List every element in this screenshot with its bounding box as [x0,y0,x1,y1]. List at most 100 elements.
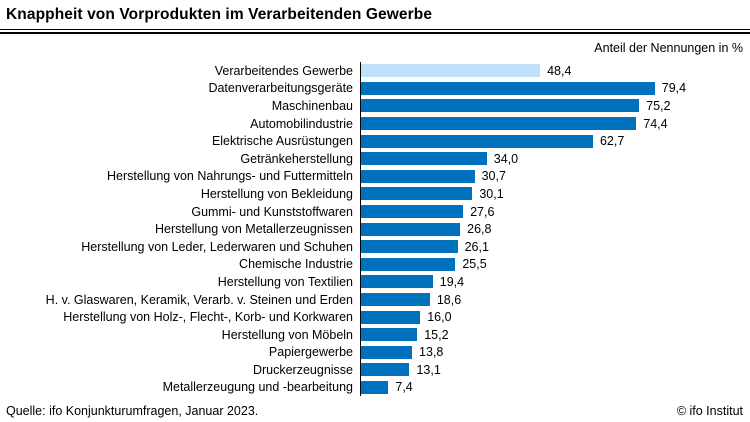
category-label: Herstellung von Nahrungs- und Futtermitt… [107,169,353,184]
value-label: 27,6 [470,204,495,219]
category-label: Automobilindustrie [250,116,353,131]
bar [361,240,458,254]
value-label: 62,7 [599,134,625,149]
bar-row: Herstellung von Holz-, Flecht-, Korb- un… [0,308,750,326]
value-label: 75,2 [646,98,671,113]
value-label: 79,4 [661,81,687,96]
bar-cell: 75,2 [360,97,750,115]
bar-cell: 74,4 [360,114,750,133]
value-label: 30,7 [481,169,506,184]
bar-row: H. v. Glaswaren, Keramik, Verarb. v. Ste… [0,290,750,309]
category-label: Maschinenbau [271,98,353,113]
bar-cell: 13,1 [360,361,750,379]
category-label: Chemische Industrie [239,257,353,272]
category-label: Druckerzeugnisse [252,362,353,377]
bar-cell: 34,0 [360,149,750,168]
category-label: Verarbeitendes Gewerbe [214,63,353,78]
bar-row: Metallerzeugung und -bearbeitung 7,4 [0,378,750,397]
category-label: Herstellung von Textilien [217,274,353,289]
bar-row: Gummi- und Kunststoffwaren 27,6 [0,202,750,221]
category-label: H. v. Glaswaren, Keramik, Verarb. v. Ste… [45,292,353,307]
title-rule [0,29,750,34]
bar-cell: 30,7 [360,167,750,186]
bar-cell: 30,1 [360,185,750,203]
bar-chart: Verarbeitendes Gewerbe 48,4 Datenverarbe… [0,62,750,397]
bar [361,187,473,201]
copyright-note: © ifo Institut [676,404,743,418]
bar-row: Herstellung von Möbeln 15,2 [0,325,750,344]
bar-row: Druckerzeugnisse 13,1 [0,361,750,379]
bar [361,328,418,342]
category-label: Herstellung von Metallerzeugnissen [154,222,353,237]
axis-unit-note: Anteil der Nennungen in % [594,41,743,55]
bar-row: Herstellung von Bekleidung 30,1 [0,185,750,203]
bar [361,345,413,359]
bar [361,99,640,113]
value-label: 7,4 [395,380,413,395]
value-label: 19,4 [439,274,465,289]
value-label: 48,4 [547,63,572,78]
bar-row: Herstellung von Nahrungs- und Futtermitt… [0,167,750,186]
chart-title: Knappheit von Vorprodukten im Verarbeite… [6,6,433,23]
bar-cell: 25,5 [360,255,750,274]
bar-row: Automobilindustrie 74,4 [0,114,750,133]
bar-cell: 18,6 [360,290,750,309]
chart-footer: Quelle: ifo Konjunkturumfragen, Januar 2… [0,404,750,418]
category-label: Metallerzeugung und -bearbeitung [162,380,353,395]
bar [361,380,389,394]
category-label: Gummi- und Kunststoffwaren [191,204,353,219]
bar [361,117,637,131]
bar [361,310,421,324]
bar [361,81,655,95]
value-label: 13,1 [416,362,441,377]
bar-cell: 26,8 [360,220,750,238]
value-label: 26,1 [464,239,489,254]
bar-cell: 62,7 [360,132,750,150]
value-label: 25,5 [462,257,487,272]
bar [361,152,487,166]
category-label: Herstellung von Holz-, Flecht-, Korb- un… [63,310,353,325]
category-label: Herstellung von Leder, Lederwaren und Sc… [81,239,353,254]
value-label: 74,4 [643,116,668,131]
category-label: Papiergewerbe [268,345,353,360]
value-label: 30,1 [479,186,504,201]
bar-row: Herstellung von Leder, Lederwaren und Sc… [0,237,750,256]
value-label: 13,8 [419,345,444,360]
bar [361,275,433,289]
source-note: Quelle: ifo Konjunkturumfragen, Januar 2… [6,404,259,418]
value-label: 26,8 [467,222,492,237]
bar [361,257,456,271]
bar [361,293,430,307]
category-label: Herstellung von Bekleidung [200,186,353,201]
bar-cell: 26,1 [360,237,750,256]
bar-cell: 27,6 [360,202,750,221]
bar-cell: 7,4 [360,378,750,397]
bar-row: Maschinenbau 75,2 [0,97,750,115]
value-label: 34,0 [493,151,519,166]
bar-row: Elektrische Ausrüstungen 62,7 [0,132,750,150]
bar [361,222,461,236]
category-label: Elektrische Ausrüstungen [211,134,353,149]
bar-cell: 13,8 [360,343,750,362]
bar-cell: 16,0 [360,308,750,326]
bar-cell: 48,4 [360,62,750,80]
value-label: 15,2 [424,327,449,342]
bar [361,363,410,377]
bar-cell: 15,2 [360,325,750,344]
bar-row: Papiergewerbe 13,8 [0,343,750,362]
bar-row: Verarbeitendes Gewerbe 48,4 [0,62,750,80]
bar-cell: 19,4 [360,273,750,291]
bar [361,205,464,219]
bar [361,134,593,148]
bar-row: Chemische Industrie 25,5 [0,255,750,274]
value-label: 16,0 [427,310,452,325]
bar-row: Herstellung von Textilien 19,4 [0,273,750,291]
value-label: 18,6 [436,292,462,307]
bar-cell: 79,4 [360,79,750,98]
category-label: Herstellung von Möbeln [221,327,353,342]
category-label: Getränkeherstellung [240,151,353,166]
bar [361,169,475,183]
bar-row: Herstellung von Metallerzeugnissen 26,8 [0,220,750,238]
bar [361,64,541,78]
